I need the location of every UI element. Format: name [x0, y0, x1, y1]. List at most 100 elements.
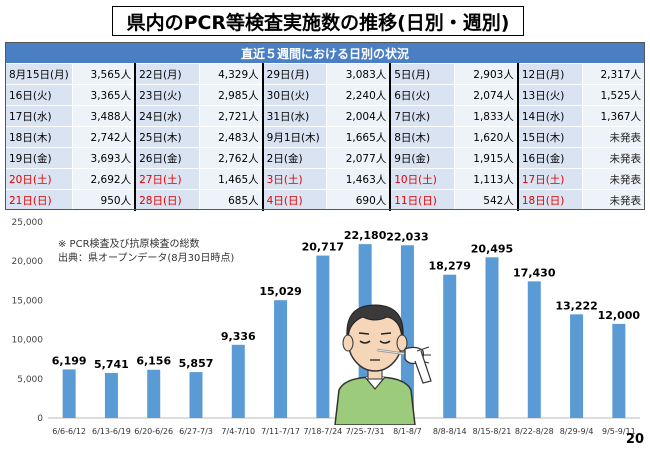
date-cell: 3日(土) [261, 168, 328, 190]
count-cell: 未発表 [581, 126, 646, 148]
count-cell: 1,833人 [454, 105, 519, 127]
y-tick-label: 5,000 [17, 375, 43, 385]
count-cell: 未発表 [581, 168, 646, 190]
value-label: 9,336 [221, 330, 256, 343]
x-tick-label: 7/18-7/24 [303, 427, 342, 436]
bar [189, 372, 203, 418]
table-row: 18日(木) 2,742人 25日(木) 2,483人 9月1日(木) 1,665人 8日(… [4, 126, 646, 148]
value-label: 13,222 [555, 299, 597, 312]
y-tick-label: 10,000 [12, 336, 44, 346]
date-cell: 25日(木) [134, 126, 200, 148]
value-label: 20,495 [471, 242, 513, 255]
date-cell: 23日(火) [134, 84, 200, 106]
table-row: 21日(日) 950人 28日(日) 685人 4日(日) 690人 11日(日) 542人 1… [4, 189, 646, 211]
count-cell: 2,317人 [581, 63, 646, 85]
date-cell: 4日(日) [261, 189, 328, 211]
x-tick-label: 7/4-7/10 [221, 427, 255, 436]
date-cell: 10日(土) [389, 168, 456, 190]
count-cell: 542人 [454, 189, 519, 211]
value-label: 18,279 [428, 260, 470, 273]
date-cell: 19日(金) [4, 147, 74, 169]
count-cell: 2,483人 [198, 126, 264, 148]
count-cell: 3,565人 [72, 63, 136, 85]
count-cell: 4,329人 [198, 63, 264, 85]
table-row: 17日(水) 3,488人 24日(水) 2,721人 31日(水) 2,004人 7日(水… [4, 105, 646, 127]
count-cell: 1,665人 [326, 126, 391, 148]
x-tick-label: 7/11-7/17 [261, 427, 300, 436]
date-cell: 20日(土) [4, 168, 74, 190]
count-cell: 1,620人 [454, 126, 519, 148]
date-cell: 18日(木) [4, 126, 74, 148]
value-label: 6,199 [52, 354, 87, 367]
count-cell: 3,083人 [326, 63, 391, 85]
count-cell: 2,985人 [198, 84, 264, 106]
bar [147, 369, 161, 418]
count-cell: 2,692人 [72, 168, 136, 190]
note-source: 出典：県オープンデータ(8月30日時点) [58, 253, 235, 264]
daily-status-table: 直近５週間における日別の状況 8月15日(月) 3,565人 22日(月) 4,329… [4, 42, 646, 211]
count-cell: 950人 [72, 189, 136, 211]
value-label: 15,029 [259, 285, 301, 298]
date-cell: 8日(木) [389, 126, 456, 148]
x-tick-label: 8/22-8/28 [515, 427, 554, 436]
x-tick-label: 6/6-6/12 [52, 427, 86, 436]
date-cell: 12日(月) [516, 63, 583, 85]
date-cell: 2日(金) [261, 147, 328, 169]
bar [62, 369, 76, 418]
count-cell: 1,463人 [326, 168, 391, 190]
bar [612, 323, 626, 418]
count-cell: 1,113人 [454, 168, 519, 190]
date-cell: 29日(月) [261, 63, 328, 85]
y-tick-label: 15,000 [12, 296, 44, 306]
count-cell: 2,903人 [454, 63, 519, 85]
date-cell: 8月15日(月) [4, 63, 74, 85]
count-cell: 1,525人 [581, 84, 646, 106]
date-cell: 18日(日) [516, 189, 583, 211]
table-row: 19日(金) 3,693人 26日(金) 2,762人 2日(金) 2,077人 9日(金)… [4, 147, 646, 169]
page-number: 20 [625, 432, 644, 447]
count-cell: 685人 [198, 189, 264, 211]
date-cell: 9日(金) [389, 147, 456, 169]
count-cell: 1,915人 [454, 147, 519, 169]
date-cell: 5日(月) [389, 63, 456, 85]
date-cell: 9月1日(木) [261, 126, 328, 148]
count-cell: 未発表 [581, 147, 646, 169]
x-tick-label: 9/5-9/11 [602, 427, 636, 436]
x-tick-labels: 6/6-6/12 6/13-6/19 6/20-6/26 6/27-7/3 7/4-7/… [52, 427, 635, 436]
x-tick-label: 6/20-6/26 [134, 427, 173, 436]
date-cell: 14日(水) [516, 105, 583, 127]
count-cell: 1,367人 [581, 105, 646, 127]
y-tick-label: 20,000 [12, 257, 44, 267]
count-cell: 1,465人 [198, 168, 264, 190]
date-cell: 17日(水) [4, 105, 74, 127]
count-cell: 2,074人 [454, 84, 519, 106]
date-cell: 6日(火) [389, 84, 456, 106]
count-cell: 3,693人 [72, 147, 136, 169]
count-cell: 2,240人 [326, 84, 391, 106]
date-cell: 28日(日) [134, 189, 200, 211]
bar [570, 314, 584, 418]
count-cell: 2,077人 [326, 147, 391, 169]
count-cell: 未発表 [581, 189, 646, 211]
bar [316, 255, 330, 418]
table-row: 16日(火) 3,365人 23日(火) 2,985人 30日(火) 2,240人 6日(火… [4, 84, 646, 106]
date-cell: 31日(水) [261, 105, 328, 127]
value-label: 5,741 [94, 358, 129, 371]
note-total: ※ PCR検査及び抗原検査の総数 [58, 239, 200, 250]
page-title: 県内のPCR等検査実施数の推移(日別・週別) [112, 6, 524, 36]
value-label: 6,156 [136, 355, 171, 368]
count-cell: 2,762人 [198, 147, 264, 169]
y-tick-label: 25,000 [12, 218, 44, 228]
date-cell: 30日(火) [261, 84, 328, 106]
bar [231, 344, 245, 418]
date-cell: 26日(金) [134, 147, 200, 169]
date-cell: 16日(金) [516, 147, 583, 169]
count-cell: 2,742人 [72, 126, 136, 148]
date-cell: 21日(日) [4, 189, 74, 211]
date-cell: 15日(木) [516, 126, 583, 148]
value-label: 17,430 [513, 266, 556, 279]
date-cell: 22日(月) [134, 63, 200, 85]
bar [527, 281, 541, 418]
bar [443, 274, 457, 418]
value-labels: 6,199 5,741 6,156 5,8579,33615,02920,71722,… [52, 229, 641, 371]
